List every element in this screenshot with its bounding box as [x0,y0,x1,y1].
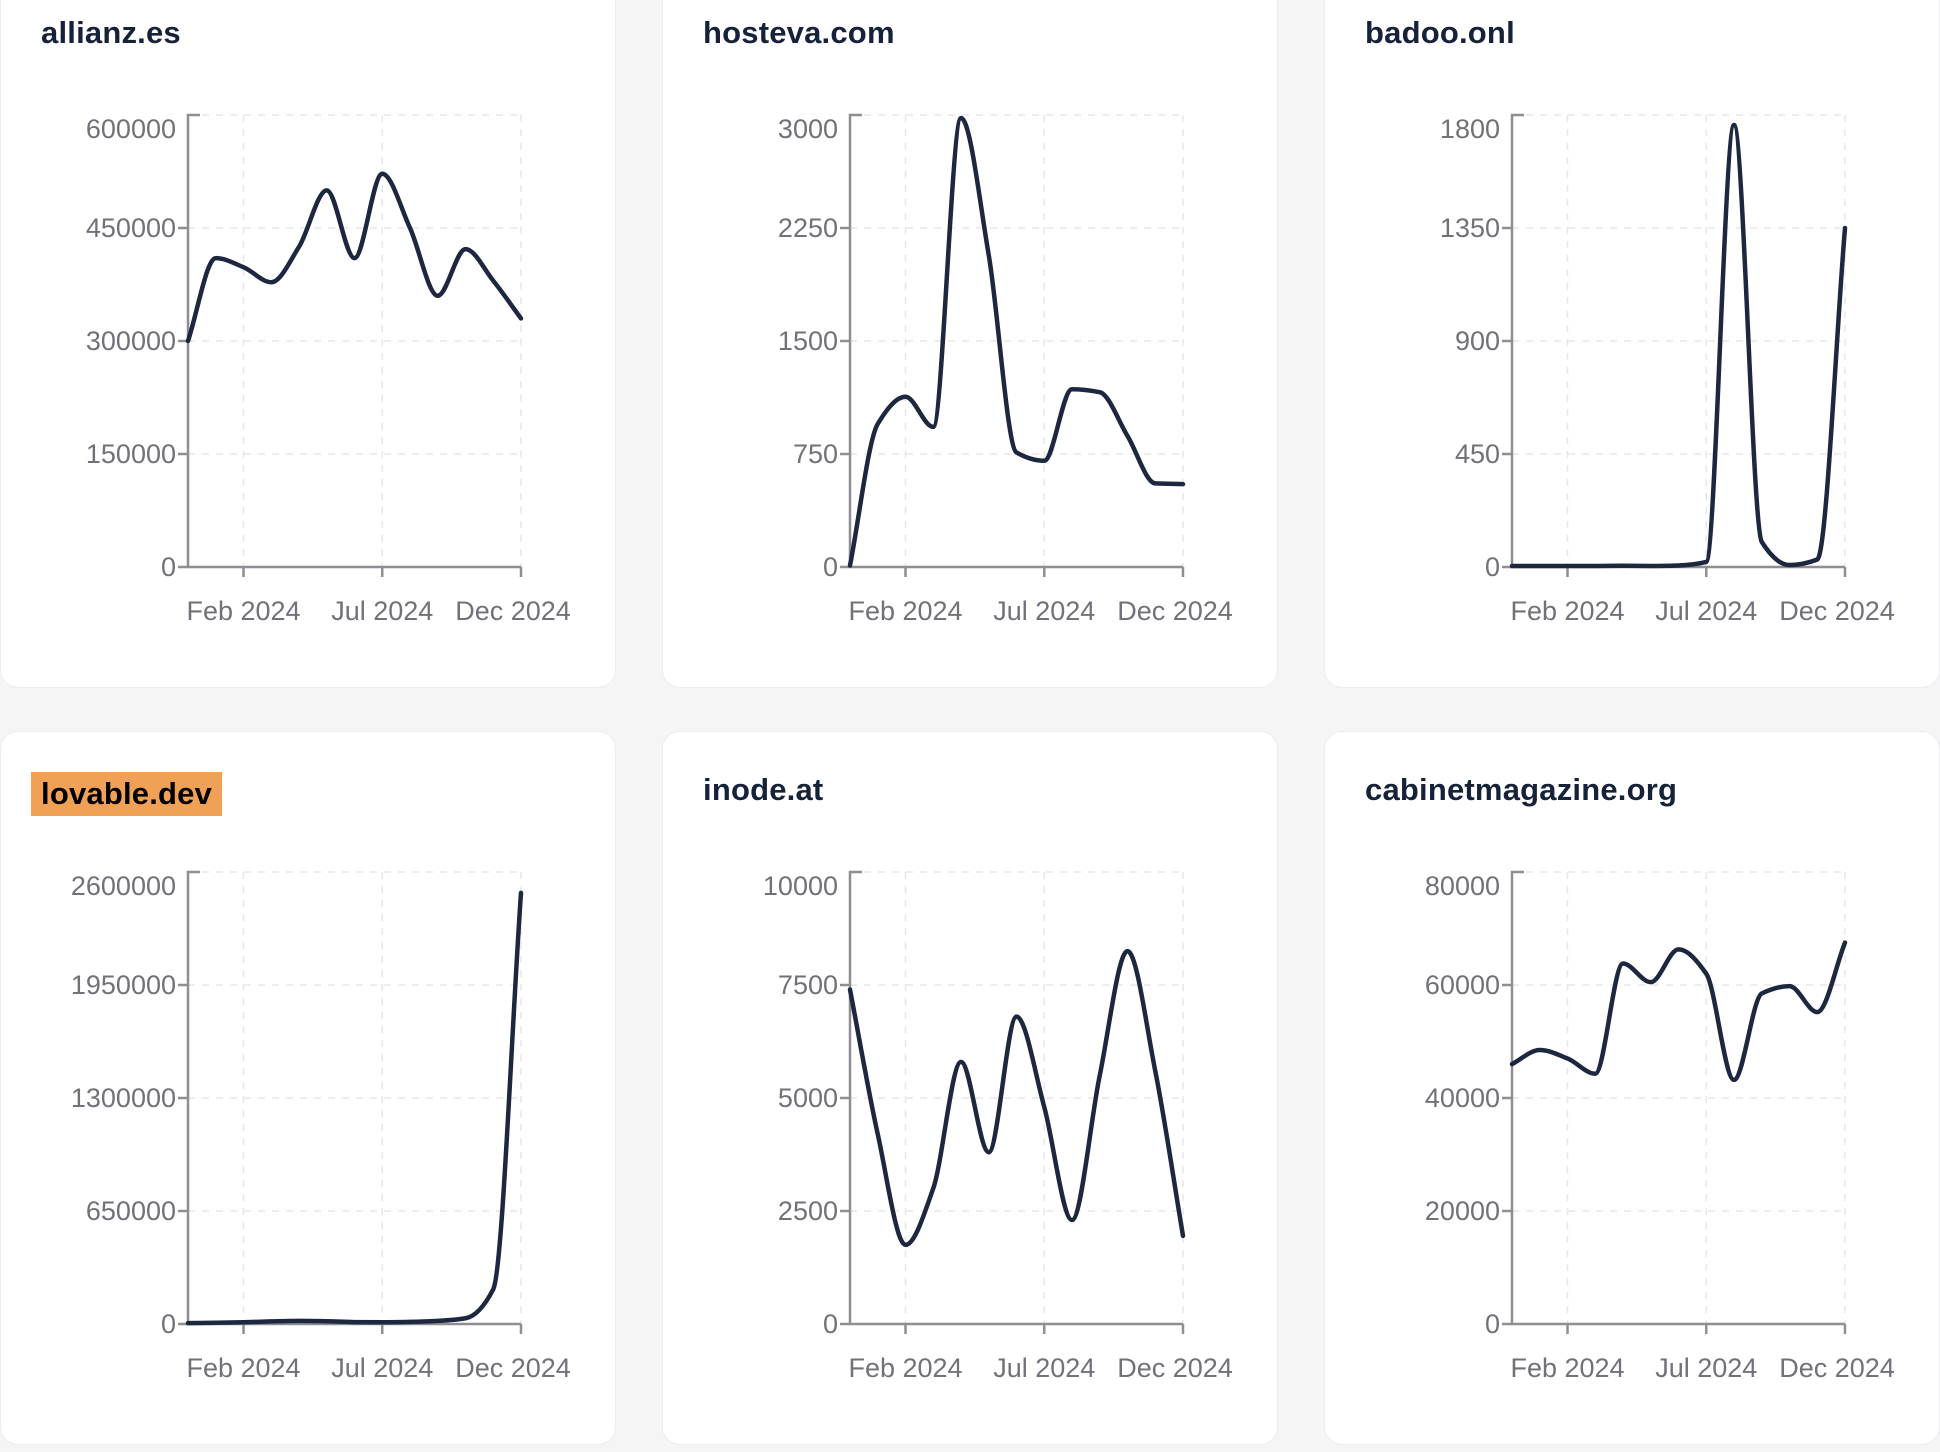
x-tick-label: Dec 2024 [1117,596,1233,626]
y-tick-label: 80000 [1425,871,1500,901]
data-line [185,171,524,344]
y-tick-label: 1300000 [71,1083,176,1113]
x-tick-label: Feb 2024 [186,1353,300,1383]
y-tick-label: 0 [1485,1309,1500,1339]
line-chart: 0 2500 5000 7500 10000 Feb 2024 Jul 2024 Dec 20… [763,870,1233,1383]
x-tick-label: Dec 2024 [1117,1353,1233,1383]
y-tick-label: 2500 [778,1196,838,1226]
chart-card: 0 750 1500 2250 3000 Feb 2024 Jul 2024 Dec 2024… [662,0,1278,688]
data-line [847,115,1186,568]
y-tick-label: 600000 [86,114,176,144]
x-tick-label: Feb 2024 [848,1353,962,1383]
line-chart: 0 20000 40000 60000 80000 Feb 2024 Jul 2024 Dec… [1425,870,1895,1383]
x-tick-label: Feb 2024 [1510,596,1624,626]
chart-card: 0 20000 40000 60000 80000 Feb 2024 Jul 2024 Dec… [1324,731,1940,1445]
y-tick-label: 40000 [1425,1083,1500,1113]
line-chart: 0 650000 1300000 1950000 2600000 Feb 2024 Jul … [71,870,571,1383]
y-tick-label: 0 [823,552,838,582]
y-tick-label: 750 [793,439,838,469]
y-tick-label: 0 [161,552,176,582]
data-line [185,890,524,1326]
x-tick-label: Jul 2024 [1655,1353,1757,1383]
y-tick-label: 10000 [763,871,838,901]
chart-title: hosteva.com [703,15,895,51]
y-tick-label: 3000 [778,114,838,144]
chart-title: allianz.es [41,15,181,51]
chart-card: 0 2500 5000 7500 10000 Feb 2024 Jul 2024 Dec 20… [662,731,1278,1445]
x-tick-label: Jul 2024 [993,1353,1095,1383]
y-tick-label: 150000 [86,439,176,469]
x-tick-label: Jul 2024 [993,596,1095,626]
y-tick-label: 1500 [778,326,838,356]
data-line [1509,122,1848,569]
y-tick-label: 20000 [1425,1196,1500,1226]
chart-title-text: badoo.onl [1365,15,1515,50]
x-tick-label: Dec 2024 [455,1353,571,1383]
y-tick-label: 1350 [1440,213,1500,243]
data-line [1509,940,1848,1083]
y-tick-label: 2250 [778,213,838,243]
x-tick-label: Dec 2024 [1779,596,1895,626]
y-tick-label: 300000 [86,326,176,356]
chart-title-text: cabinetmagazine.org [1365,772,1678,807]
data-line [847,948,1186,1248]
x-tick-label: Jul 2024 [331,1353,433,1383]
chart-title: lovable.dev [31,772,223,816]
x-tick-label: Dec 2024 [1779,1353,1895,1383]
y-tick-label: 7500 [778,970,838,1000]
y-tick-label: 2600000 [71,871,176,901]
x-tick-label: Dec 2024 [455,596,571,626]
chart-card: 0 450 900 1350 1800 Feb 2024 Jul 2024 Dec 2024 … [1324,0,1940,688]
chart-title-text: hosteva.com [703,15,895,50]
y-tick-label: 0 [1485,552,1500,582]
x-tick-label: Jul 2024 [1655,596,1757,626]
line-chart: 0 450 900 1350 1800 Feb 2024 Jul 2024 Dec 2024 [1440,113,1895,626]
chart-title: inode.at [703,772,823,808]
line-chart: 0 750 1500 2250 3000 Feb 2024 Jul 2024 Dec 2024 [778,113,1233,626]
y-tick-label: 900 [1455,326,1500,356]
y-tick-label: 450 [1455,439,1500,469]
x-tick-label: Jul 2024 [331,596,433,626]
chart-title: badoo.onl [1365,15,1515,51]
chart-title-text: inode.at [703,772,824,807]
chart-title-text: lovable.dev [31,772,223,816]
chart-card: 0 150000 300000 450000 600000 Feb 2024 Jul 202… [0,0,616,688]
y-tick-label: 60000 [1425,970,1500,1000]
chart-card: 0 650000 1300000 1950000 2600000 Feb 2024 Jul … [0,731,616,1445]
chart-title: cabinetmagazine.org [1365,772,1677,808]
y-tick-label: 1800 [1440,114,1500,144]
x-tick-label: Feb 2024 [1510,1353,1624,1383]
y-tick-label: 1950000 [71,970,176,1000]
line-chart: 0 150000 300000 450000 600000 Feb 2024 Jul 202… [86,113,571,626]
y-tick-label: 5000 [778,1083,838,1113]
x-tick-label: Feb 2024 [186,596,300,626]
chart-title-text: allianz.es [41,15,181,50]
y-tick-label: 650000 [86,1196,176,1226]
y-tick-label: 0 [823,1309,838,1339]
x-tick-label: Feb 2024 [848,596,962,626]
y-tick-label: 0 [161,1309,176,1339]
y-tick-label: 450000 [86,213,176,243]
